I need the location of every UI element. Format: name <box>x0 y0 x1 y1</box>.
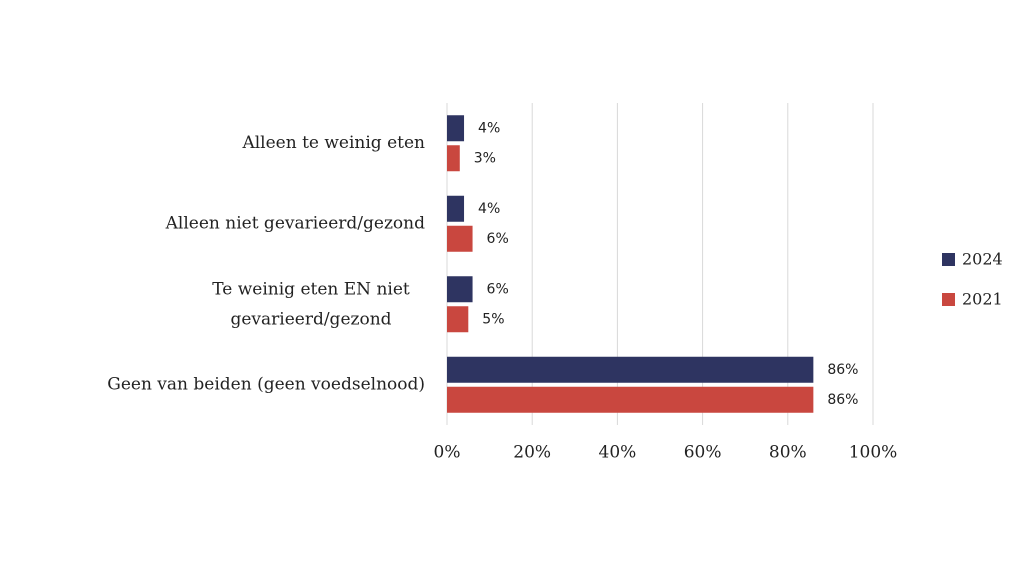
value-label: 6% <box>487 281 509 297</box>
category-label: Te weinig eten EN niet gevarieerd/gezond <box>212 279 410 329</box>
value-label: 86% <box>827 392 858 408</box>
value-label: 5% <box>482 311 504 327</box>
x-tick-label: 20% <box>513 443 551 463</box>
legend-swatch <box>942 293 955 306</box>
x-tick-label: 0% <box>434 443 461 463</box>
value-label: 4% <box>478 201 500 217</box>
bar <box>447 276 473 303</box>
category-label-line: gevarieerd/gezond <box>230 309 391 329</box>
value-label: 4% <box>478 120 500 136</box>
legend-label: 2021 <box>962 290 1003 309</box>
legend-swatch <box>942 253 955 266</box>
value-label: 86% <box>827 362 858 378</box>
category-label-line: Te weinig eten EN niet <box>212 279 410 299</box>
x-tick-label: 60% <box>684 443 722 463</box>
x-tick-label: 80% <box>769 443 807 463</box>
bar <box>447 386 814 413</box>
category-label: Geen van beiden (geen voedselnood) <box>107 374 425 394</box>
legend-label: 2024 <box>962 250 1003 269</box>
x-tick-label: 100% <box>849 443 898 463</box>
x-tick-label: 40% <box>599 443 637 463</box>
bar <box>447 225 473 252</box>
category-label: Alleen niet gevarieerd/gezond <box>165 213 425 233</box>
bar <box>447 195 465 222</box>
category-label: Alleen te weinig eten <box>241 133 425 153</box>
bar <box>447 356 814 383</box>
bar <box>447 115 465 142</box>
bar <box>447 306 469 333</box>
value-label: 6% <box>487 231 509 247</box>
value-label: 3% <box>474 150 496 166</box>
bar <box>447 145 460 172</box>
